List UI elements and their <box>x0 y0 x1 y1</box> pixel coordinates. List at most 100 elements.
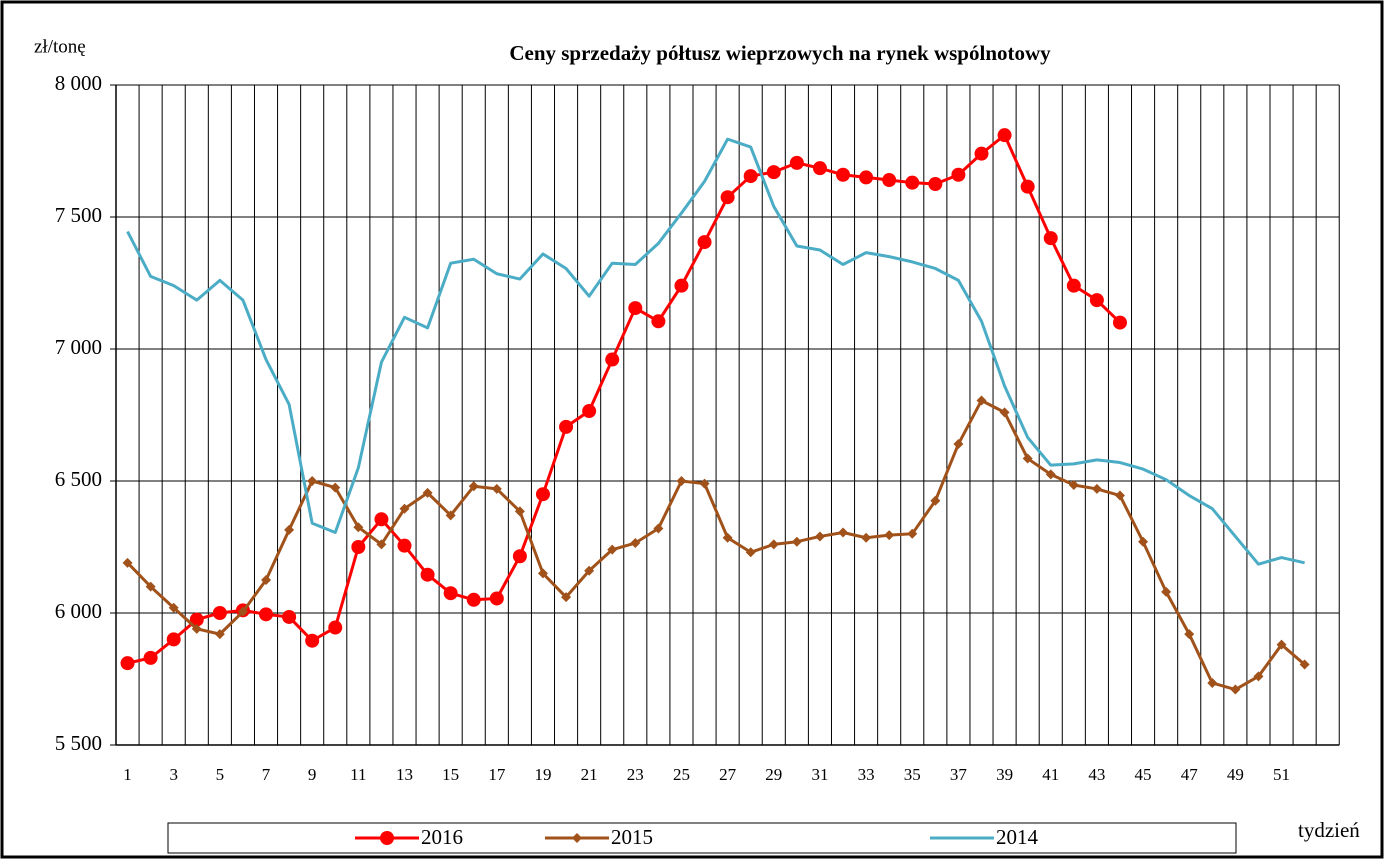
point <box>535 487 550 502</box>
y-tick-label: 7 500 <box>55 203 102 227</box>
point <box>812 161 827 176</box>
point <box>307 476 318 486</box>
y-axis-label: zł/tonę <box>34 36 86 57</box>
x-tick-label: 9 <box>308 765 317 784</box>
point <box>559 419 574 434</box>
point <box>951 167 966 182</box>
x-tick-label: 41 <box>1042 765 1059 784</box>
x-tick-label: 51 <box>1273 765 1290 784</box>
x-axis-label: tydzień <box>1298 818 1360 842</box>
y-tick-label: 5 500 <box>55 731 102 755</box>
x-tick-label: 1 <box>123 765 132 784</box>
point <box>374 512 389 527</box>
x-tick-label: 25 <box>673 765 690 784</box>
x-tick-label: 5 <box>216 765 225 784</box>
point <box>722 532 733 543</box>
point <box>974 146 989 161</box>
point <box>351 540 366 554</box>
x-tick-label: 23 <box>627 765 644 784</box>
point <box>1184 629 1195 640</box>
point <box>1091 483 1102 494</box>
point <box>466 592 481 607</box>
x-tick-label: 31 <box>811 765 828 784</box>
legend-label: 2014 <box>996 825 1039 849</box>
point <box>397 538 412 553</box>
point <box>143 650 158 665</box>
point <box>237 606 248 617</box>
point <box>791 536 802 547</box>
series-line <box>126 137 1305 566</box>
point <box>1022 453 1033 464</box>
point <box>859 170 874 185</box>
point <box>166 632 181 647</box>
point <box>789 155 804 170</box>
x-tick-label: 35 <box>904 765 921 784</box>
point <box>259 607 274 622</box>
x-tick-label: 17 <box>488 765 506 784</box>
point <box>674 278 689 293</box>
point <box>491 483 502 494</box>
point <box>905 175 920 190</box>
point <box>999 407 1010 418</box>
point <box>697 235 712 250</box>
point <box>422 487 433 498</box>
x-tick-label: 47 <box>1181 765 1199 784</box>
point <box>928 177 943 191</box>
point <box>743 169 758 184</box>
legend-box <box>167 822 1237 854</box>
x-tick-label: 27 <box>719 765 737 784</box>
point <box>1068 479 1079 490</box>
point <box>884 530 895 541</box>
y-tick-label: 6 000 <box>55 599 102 623</box>
point <box>653 523 664 534</box>
x-tick-label: 33 <box>858 765 875 784</box>
point <box>330 482 341 493</box>
point <box>1161 586 1172 597</box>
point <box>997 128 1012 143</box>
point <box>468 481 479 492</box>
point <box>907 528 918 539</box>
point <box>676 476 687 486</box>
legend-marker <box>380 831 394 845</box>
point <box>861 532 872 543</box>
point <box>584 565 595 576</box>
point <box>1299 659 1310 670</box>
point <box>814 531 825 542</box>
point <box>607 544 618 555</box>
point <box>605 352 620 367</box>
point <box>282 609 297 624</box>
y-tick-label: 7 000 <box>55 335 102 359</box>
point <box>214 629 225 640</box>
point <box>353 522 364 533</box>
x-tick-label: 29 <box>765 765 782 784</box>
point <box>1230 684 1241 695</box>
point <box>720 190 735 205</box>
point <box>1020 179 1035 194</box>
point <box>582 404 597 419</box>
point <box>443 586 458 601</box>
point <box>953 439 964 450</box>
point <box>766 165 781 180</box>
point <box>328 620 343 635</box>
point <box>930 495 941 506</box>
point <box>168 602 179 613</box>
legend-label: 2015 <box>611 825 653 849</box>
x-tick-label: 49 <box>1227 765 1244 784</box>
point <box>836 167 851 182</box>
point <box>1066 278 1081 293</box>
point <box>976 395 987 406</box>
point <box>768 539 779 550</box>
x-tick-label: 45 <box>1135 765 1152 784</box>
point <box>1043 231 1058 246</box>
chart-title: Ceny sprzedaży półtusz wieprzowych na ry… <box>509 41 1051 65</box>
x-tick-label: 37 <box>950 765 968 784</box>
x-tick-label: 11 <box>350 765 366 784</box>
x-tick-label: 43 <box>1088 765 1105 784</box>
point <box>212 606 227 620</box>
point <box>882 173 897 188</box>
x-tick-label: 19 <box>534 765 551 784</box>
point <box>189 612 204 627</box>
point <box>561 592 572 603</box>
point <box>745 547 756 558</box>
